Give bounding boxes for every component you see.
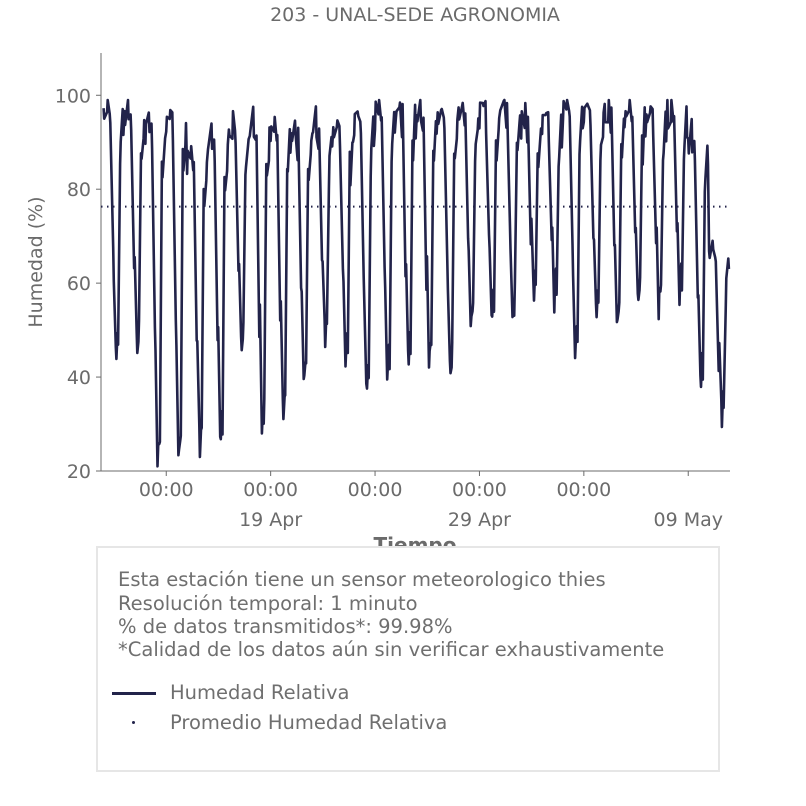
humidity-series-line (102, 98, 731, 468)
station-info-box: Esta estación tiene un sensor meteorolog… (96, 546, 720, 772)
legend-label: Promedio Humedad Relativa (170, 711, 448, 734)
y-tick-label: 40 (67, 367, 91, 389)
x-tick-label: 00:00 (348, 479, 403, 501)
y-tick-label: 20 (67, 461, 91, 483)
dot-marker-swatch (132, 721, 135, 724)
resolution-note: Resolución temporal: 1 minuto (118, 592, 418, 615)
x-tick-label: 00:00 (139, 479, 194, 501)
x-tick-sublabel: 19 Apr (239, 509, 302, 531)
quality-disclaimer: *Calidad de los datos aún sin verificar … (118, 638, 665, 661)
y-tick-label: 100 (55, 85, 91, 107)
legend-label: Humedad Relativa (170, 681, 350, 704)
y-tick-label: 60 (67, 273, 91, 295)
y-tick-label: 80 (67, 179, 91, 201)
x-tick-label: 00:00 (556, 479, 611, 501)
solid-line-swatch (112, 692, 156, 695)
y-axis-label: Humedad (%) (25, 196, 47, 327)
x-tick-sublabel: 29 Apr (448, 509, 511, 531)
transmission-note: % de datos transmitidos*: 99.98% (118, 615, 453, 638)
x-tick-label: 00:00 (452, 479, 507, 501)
sensor-note: Esta estación tiene un sensor meteorolog… (118, 568, 606, 591)
x-tick-sublabel: 09 May (653, 509, 723, 531)
x-tick-label: 00:00 (243, 479, 298, 501)
chart-title: 203 - UNAL-SEDE AGRONOMIA (270, 4, 560, 26)
